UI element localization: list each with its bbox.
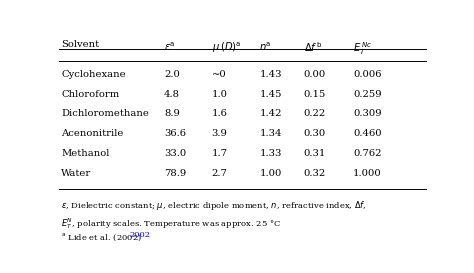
- Text: 8.9: 8.9: [164, 109, 180, 118]
- Text: Acenonitrile: Acenonitrile: [61, 129, 123, 138]
- Text: $\varepsilon^{\mathrm{a}}$: $\varepsilon^{\mathrm{a}}$: [164, 40, 175, 52]
- Text: Dichloromethane: Dichloromethane: [61, 109, 149, 118]
- Text: 1.00: 1.00: [259, 169, 282, 178]
- Text: 0.31: 0.31: [303, 149, 326, 158]
- Text: 1.33: 1.33: [259, 149, 282, 158]
- Text: 2002: 2002: [130, 232, 151, 239]
- Text: Water: Water: [61, 169, 91, 178]
- Text: 0.00: 0.00: [303, 70, 326, 79]
- Text: Cyclohexane: Cyclohexane: [61, 70, 126, 79]
- Text: Chloroform: Chloroform: [61, 90, 119, 99]
- Text: 3.9: 3.9: [212, 129, 228, 138]
- Text: 0.15: 0.15: [303, 90, 326, 99]
- Text: 1.45: 1.45: [259, 90, 282, 99]
- Text: 36.6: 36.6: [164, 129, 186, 138]
- Text: 1.0: 1.0: [212, 90, 228, 99]
- Text: $^{\mathrm{a}}$ Lide et al. (2002): $^{\mathrm{a}}$ Lide et al. (2002): [61, 232, 142, 243]
- Text: 1.6: 1.6: [212, 109, 228, 118]
- Text: 0.30: 0.30: [303, 129, 326, 138]
- Text: $\Delta f^{\,\mathrm{b}}$: $\Delta f^{\,\mathrm{b}}$: [303, 40, 322, 54]
- Text: Methanol: Methanol: [61, 149, 109, 158]
- Text: 4.8: 4.8: [164, 90, 180, 99]
- Text: 2.0: 2.0: [164, 70, 180, 79]
- Text: $E_{T}^{\,Nc}$: $E_{T}^{\,Nc}$: [353, 40, 373, 57]
- Text: 0.32: 0.32: [303, 169, 326, 178]
- Text: 0.309: 0.309: [353, 109, 382, 118]
- Text: 1.42: 1.42: [259, 109, 282, 118]
- Text: $\varepsilon$, Dielectric constant; $\mu$, electric dipole moment, $n$, refracti: $\varepsilon$, Dielectric constant; $\mu…: [61, 199, 367, 212]
- Text: 78.9: 78.9: [164, 169, 186, 178]
- Text: 0.22: 0.22: [303, 109, 326, 118]
- Text: Solvent: Solvent: [61, 40, 99, 49]
- Text: $\mu\,(D)^{\mathrm{a}}$: $\mu\,(D)^{\mathrm{a}}$: [212, 40, 241, 55]
- Text: 0.006: 0.006: [353, 70, 382, 79]
- Text: 33.0: 33.0: [164, 149, 186, 158]
- Text: 0.460: 0.460: [353, 129, 382, 138]
- Text: 1.000: 1.000: [353, 169, 382, 178]
- Text: 0.259: 0.259: [353, 90, 382, 99]
- Text: $E_T^N$, polarity scales. Temperature was approx. 25 °C: $E_T^N$, polarity scales. Temperature wa…: [61, 216, 281, 230]
- Text: ~0: ~0: [212, 70, 227, 79]
- Text: $n^{\mathrm{a}}$: $n^{\mathrm{a}}$: [259, 40, 272, 52]
- Text: 1.7: 1.7: [212, 149, 228, 158]
- Text: 1.43: 1.43: [259, 70, 282, 79]
- Text: 0.762: 0.762: [353, 149, 382, 158]
- Text: 1.34: 1.34: [259, 129, 282, 138]
- Text: 2.7: 2.7: [212, 169, 228, 178]
